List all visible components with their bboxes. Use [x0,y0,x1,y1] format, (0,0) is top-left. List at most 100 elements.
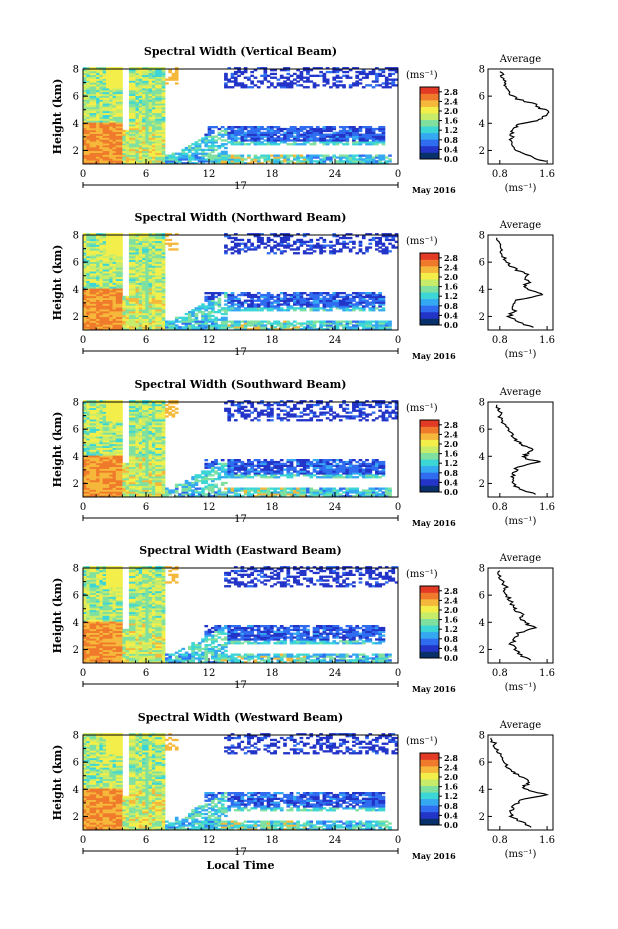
heatmap-cell [119,78,123,81]
heatmap-cell [105,127,110,131]
heatmap-cell [270,143,274,146]
heatmap-cell [92,297,97,300]
heatmap-cell [99,257,104,261]
heatmap-cell [237,70,241,74]
heatmap-cell [273,137,277,140]
heatmap-cell [119,152,123,155]
heatmap-cell [119,99,123,102]
heatmap-cell [335,292,340,295]
heatmap-cell [83,110,87,114]
heatmap-cell [105,244,110,247]
heatmap-cell [132,118,136,121]
heatmap-cell [89,88,94,91]
heatmap-cell [335,69,340,72]
heatmap-cell [260,236,264,240]
heatmap-cell [322,80,327,83]
heatmap-cell [266,137,271,140]
heatmap-cell [158,101,163,104]
heatmap-cell [273,299,277,302]
heatmap-cell [115,288,120,291]
heatmap-cell [135,276,140,280]
heatmap-cell [335,67,340,70]
heatmap-cell [99,146,104,150]
heatmap-cell [161,126,166,129]
heatmap-cell [83,93,87,96]
average-frame [487,68,554,165]
heatmap-cell [138,148,143,152]
heatmap-cell [256,127,261,131]
heatmap-cell [115,99,120,102]
heatmap-cell [92,284,97,287]
heatmap-cell [335,299,340,302]
heatmap-cell [135,131,140,134]
heatmap-cell [158,139,163,142]
heatmap-cell [86,105,90,108]
heatmap-cell [96,127,100,131]
heatmap-cell [105,93,110,96]
heatmap-cell [89,67,94,70]
heatmap-cell [293,324,297,327]
heatmap-cell [250,129,255,133]
heatmap-cell [358,307,363,310]
heatmap-cell [348,131,353,134]
heatmap-cell [89,82,94,85]
heatmap-cell [352,127,356,131]
heatmap-cell [89,107,94,110]
heatmap-cell [102,88,107,91]
heatmap-cell [109,326,113,329]
heatmap-cell [96,129,100,133]
heatmap-cell [132,108,136,112]
heatmap-cell [391,80,396,83]
heatmap-cell [105,324,110,327]
heatmap-cell [115,127,120,131]
average-x-label: (ms⁻¹) [505,349,537,360]
heatmap-cell [322,143,327,146]
heatmap-cell [119,236,123,240]
heatmap-cell [184,162,189,165]
heatmap-cell [302,141,307,144]
heatmap-cell [145,93,150,96]
heatmap-cell [148,114,153,117]
heatmap-cell [161,69,166,72]
heatmap-cell [293,139,297,142]
heatmap-cell [250,320,255,323]
heatmap-cell [119,295,123,299]
heatmap-cell [279,137,284,140]
heatmap-cell [89,154,94,157]
heatmap-cell [115,248,120,251]
heatmap-cell [109,141,113,144]
heatmap-cell [102,95,107,98]
heatmap-cell [115,293,120,297]
heatmap-cell [302,67,307,70]
heatmap-cell [105,110,110,114]
heatmap-cell [168,320,172,323]
heatmap-cell [102,299,107,302]
heatmap-cell [256,292,261,295]
heatmap-cell [96,255,100,259]
heatmap-cell [105,74,110,77]
heatmap-cell [194,307,199,310]
heatmap-cell [365,154,369,157]
heatmap-cell [128,127,133,131]
heatmap-cell [148,67,153,70]
heatmap-cell [92,250,97,253]
heatmap-cell [224,74,228,77]
heatmap-cell [375,162,379,165]
heatmap-cell [89,305,94,308]
heatmap-cell [99,116,104,119]
heatmap-cell [384,156,389,159]
heatmap-cell [115,267,120,270]
average-title: Average [499,220,542,231]
heatmap-cell [132,141,136,144]
heatmap-cell [135,311,140,314]
heatmap-cell [112,145,117,148]
heatmap-cell [299,78,304,81]
heatmap-cell [145,82,150,85]
heatmap-cell [299,70,304,74]
heatmap-cell [230,135,235,138]
heatmap-cell [174,242,179,245]
heatmap-cell [178,326,182,329]
heatmap-cell [145,69,150,72]
colorbar-tick-label: 2.0 [444,106,458,116]
heatmap-cell [102,274,107,278]
